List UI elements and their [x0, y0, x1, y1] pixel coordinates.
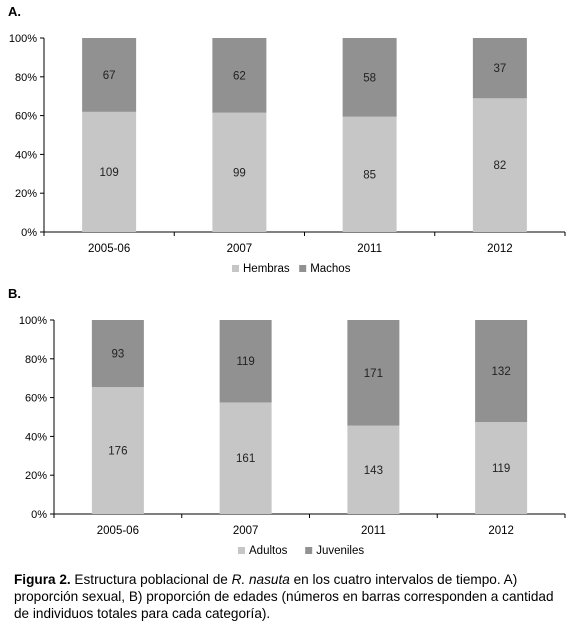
panel-label-b: B.: [8, 286, 21, 301]
bar-value-label: 109: [100, 167, 119, 179]
bar-hembras-2005-06: [82, 111, 137, 232]
x-tick-label: 2011: [361, 525, 386, 537]
bar-machos-2005-06: [82, 38, 137, 112]
y-tick-label: 60%: [15, 111, 37, 123]
bar-juveniles-2012: [475, 320, 528, 423]
bar-value-label: 93: [111, 349, 124, 361]
bar-value-label: 176: [108, 446, 127, 458]
bar-value-label: 119: [492, 463, 510, 475]
bar-hembras-2007: [212, 112, 267, 232]
legend-label-adultos: Adultos: [249, 545, 288, 557]
bar-value-label: 37: [493, 63, 506, 75]
y-tick-label: 80%: [15, 72, 37, 84]
bar-adultos-2007: [219, 402, 272, 514]
bar-value-label: 99: [233, 167, 246, 179]
bar-hembras-2011: [342, 116, 397, 232]
bar-machos-2007: [212, 38, 267, 113]
caption-lead: Figura 2.: [14, 572, 71, 587]
bar-value-label: 67: [103, 70, 116, 82]
bar-value-label: 82: [493, 160, 506, 172]
bar-value-label: 85: [363, 169, 376, 181]
bar-juveniles-2007: [219, 320, 272, 403]
x-tick-label: 2005-06: [88, 243, 130, 255]
bar-value-label: 161: [236, 453, 255, 465]
bar-value-label: 132: [492, 366, 511, 378]
bar-juveniles-2011: [347, 320, 400, 426]
figure-caption: Figura 2. Estructura poblacional de R. n…: [14, 571, 562, 622]
y-tick-label: 40%: [25, 431, 47, 443]
bar-adultos-2012: [475, 422, 528, 514]
x-tick-label: 2005-06: [97, 525, 139, 537]
x-tick-label: 2011: [357, 243, 382, 255]
legend-swatch-juveniles: [305, 547, 313, 554]
legend-swatch-machos: [299, 265, 307, 272]
x-tick-label: 2007: [227, 243, 253, 255]
bar-hembras-2012: [472, 98, 527, 232]
bar-value-label: 62: [233, 70, 246, 82]
chart-a: 0% 20% 40% 60% 80% 100% 109 67 2005-06 99 62 2007 85…: [9, 33, 566, 275]
chart-b: 0% 20% 40% 60% 80% 100% 176 93 2005-06 161 119 2007…: [19, 315, 566, 557]
legend-label-juveniles: Juveniles: [316, 545, 364, 557]
legend-swatch-adultos: [238, 547, 245, 554]
y-tick-label: 100%: [9, 33, 37, 45]
x-tick-label: 2007: [233, 525, 259, 537]
caption-species: R. nasuta: [231, 572, 290, 587]
legend-label-hembras: Hembras: [243, 263, 290, 275]
bar-adultos-2011: [347, 425, 400, 514]
y-tick-label: 100%: [19, 315, 47, 327]
legend-swatch-hembras: [232, 265, 239, 272]
y-tick-label: 80%: [25, 354, 47, 366]
bar-juveniles-2005-06: [91, 320, 144, 388]
caption-text-before: Estructura poblacional de: [70, 572, 232, 587]
legend-label-machos: Machos: [310, 263, 351, 275]
caption-text-after: en los cuatro intervalos de tiempo. A) p…: [14, 572, 554, 621]
y-tick-label: 20%: [25, 470, 47, 482]
bar-value-label: 58: [363, 72, 376, 84]
panel-label-a: A.: [8, 4, 21, 19]
y-tick-label: 40%: [15, 149, 37, 161]
y-tick-label: 60%: [25, 393, 47, 405]
bar-machos-2011: [342, 38, 397, 117]
y-tick-label: 20%: [15, 188, 37, 200]
bar-machos-2012: [472, 38, 527, 99]
bar-value-label: 171: [364, 368, 383, 380]
y-tick-label: 0%: [31, 509, 47, 521]
x-tick-label: 2012: [488, 525, 514, 537]
x-tick-label: 2012: [487, 243, 513, 255]
bar-adultos-2005-06: [91, 387, 144, 514]
y-tick-label: 0%: [21, 227, 37, 239]
bar-value-label: 119: [236, 356, 254, 368]
bar-value-label: 143: [364, 465, 383, 477]
